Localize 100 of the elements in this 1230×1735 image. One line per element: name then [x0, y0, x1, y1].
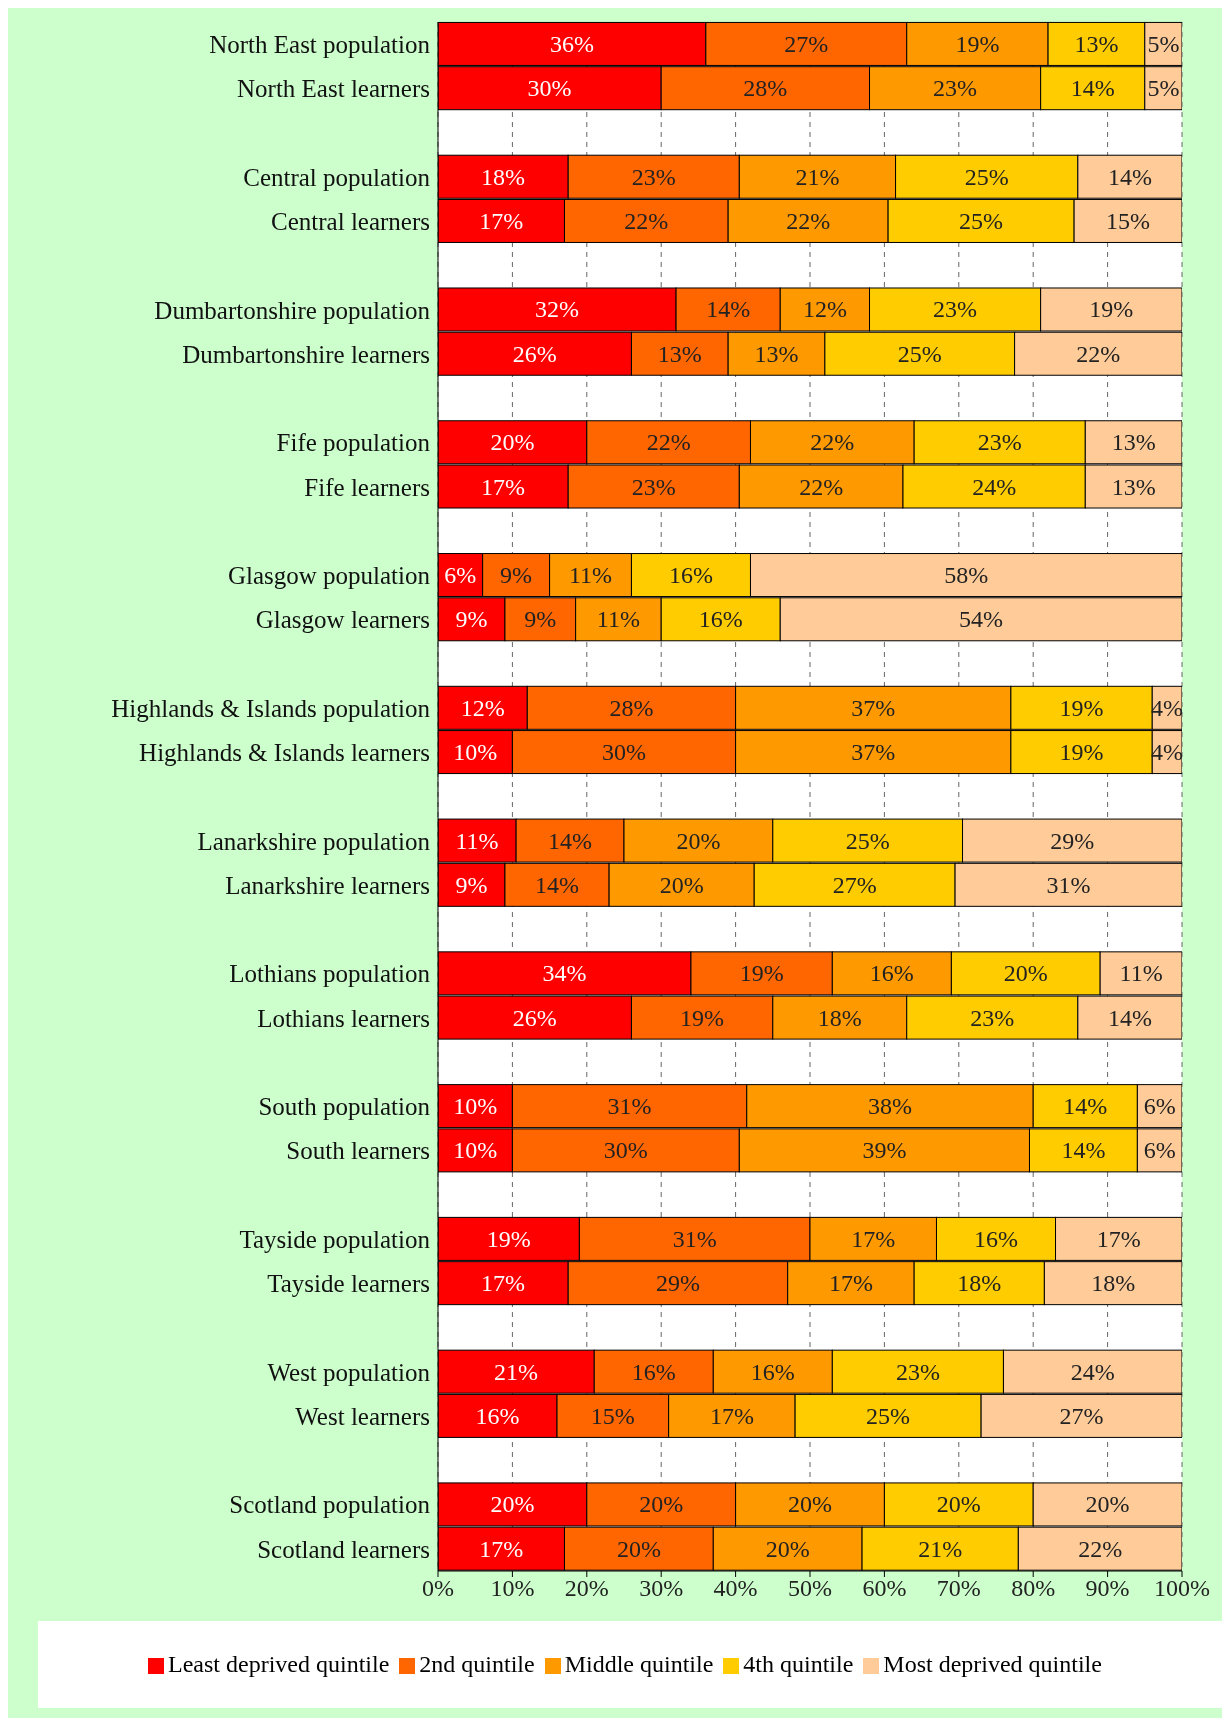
data-label: 23% [933, 75, 978, 102]
data-label: 16% [668, 562, 713, 589]
data-label: 38% [867, 1093, 912, 1120]
data-label: 25% [897, 340, 942, 367]
data-label: 10% [453, 1093, 498, 1120]
data-label: 11% [568, 562, 613, 589]
data-label: 21% [795, 163, 840, 190]
data-label: 9% [455, 871, 488, 898]
data-label: 27% [832, 871, 877, 898]
data-label: 27% [784, 30, 829, 57]
y-tick-label: West population [267, 1358, 431, 1386]
data-label: 17% [481, 1270, 526, 1297]
data-label: 20% [765, 1535, 810, 1562]
data-label: 20% [639, 1491, 684, 1518]
data-label: 17% [709, 1402, 754, 1429]
data-label: 39% [862, 1137, 907, 1164]
data-label: 20% [676, 827, 721, 854]
x-tick-label: 60% [862, 1575, 907, 1602]
x-tick-label: 70% [936, 1575, 981, 1602]
data-label: 29% [1050, 827, 1095, 854]
data-label: 25% [845, 827, 890, 854]
data-label: 6% [1143, 1137, 1176, 1164]
data-label: 9% [524, 606, 557, 633]
data-label: 11% [596, 606, 640, 633]
x-tick-label: 40% [713, 1575, 758, 1602]
data-label: 19% [1089, 296, 1134, 323]
x-tick-label: 10% [490, 1575, 535, 1602]
data-label: 22% [799, 473, 844, 500]
data-label: 22% [624, 207, 669, 234]
data-label: 34% [542, 960, 587, 987]
x-tick-label: 80% [1011, 1575, 1056, 1602]
data-label: 14% [1107, 1004, 1152, 1031]
data-label: 16% [631, 1358, 676, 1385]
data-label: 37% [851, 739, 896, 766]
data-label: 20% [616, 1535, 661, 1562]
data-label: 37% [851, 694, 896, 721]
data-label: 25% [959, 207, 1004, 234]
y-tick-label: Dumbartonshire population [154, 296, 431, 324]
data-label: 16% [698, 606, 743, 633]
x-tick-label: 90% [1085, 1575, 1130, 1602]
y-tick-label: Scotland population [229, 1491, 431, 1519]
data-label: 31% [1046, 871, 1091, 898]
y-tick-label: North East population [209, 31, 431, 58]
data-label: 14% [1107, 163, 1152, 190]
data-label: 18% [817, 1004, 862, 1031]
data-label: 19% [1059, 694, 1104, 721]
data-label: 9% [500, 562, 533, 589]
data-label: 30% [603, 1137, 648, 1164]
data-label: 14% [535, 871, 580, 898]
data-label: 18% [1091, 1270, 1136, 1297]
data-label: 54% [959, 606, 1004, 633]
data-label: 22% [786, 207, 831, 234]
data-label: 18% [957, 1270, 1002, 1297]
data-label: 14% [1070, 75, 1115, 102]
data-label: 20% [1003, 960, 1048, 987]
data-label: 20% [788, 1491, 832, 1518]
x-tick-label: 30% [639, 1575, 684, 1602]
data-label: 23% [970, 1004, 1015, 1031]
data-label: 15% [590, 1402, 635, 1429]
data-label: 17% [1096, 1225, 1141, 1252]
data-label: 10% [453, 739, 498, 766]
data-label: 12% [460, 694, 505, 721]
data-label: 22% [1078, 1535, 1123, 1562]
data-label: 13% [657, 340, 702, 367]
x-tick-label: 50% [788, 1575, 832, 1602]
x-tick-label: 100% [1154, 1575, 1210, 1602]
data-label: 16% [869, 960, 914, 987]
y-tick-label: West learners [295, 1402, 430, 1430]
data-label: 22% [1076, 340, 1121, 367]
data-label: 20% [659, 871, 704, 898]
data-label: 21% [494, 1358, 539, 1385]
data-label: 20% [936, 1491, 981, 1518]
data-label: 18% [481, 163, 526, 190]
data-label: 5% [1147, 75, 1180, 102]
y-tick-label: South learners [286, 1137, 430, 1165]
y-tick-label: Lanarkshire population [197, 827, 431, 855]
data-label: 28% [609, 694, 654, 721]
data-label: 25% [964, 163, 1009, 190]
y-tick-label: Highlands & Islands population [111, 694, 431, 722]
data-label: 30% [602, 739, 646, 766]
data-label: 26% [512, 1004, 557, 1031]
data-label: 15% [1106, 207, 1151, 234]
data-label: 17% [479, 1535, 524, 1562]
legend-label: Middle quintile [564, 1651, 714, 1677]
data-label: 13% [1111, 429, 1156, 456]
data-label: 23% [895, 1358, 940, 1385]
data-label: 5% [1147, 30, 1180, 57]
y-tick-label: Central population [243, 163, 431, 191]
data-label: 17% [479, 207, 524, 234]
data-label: 16% [974, 1225, 1018, 1252]
data-label: 30% [527, 75, 572, 102]
data-label: 24% [1070, 1358, 1115, 1385]
data-label: 19% [739, 960, 784, 987]
data-label: 22% [646, 429, 691, 456]
y-tick-label: North East learners [237, 75, 430, 103]
x-tick-label: 20% [564, 1575, 609, 1602]
data-label: 19% [1059, 739, 1104, 766]
data-label: 21% [918, 1535, 963, 1562]
data-label: 11% [455, 827, 499, 854]
y-tick-label: Central learners [271, 208, 430, 236]
